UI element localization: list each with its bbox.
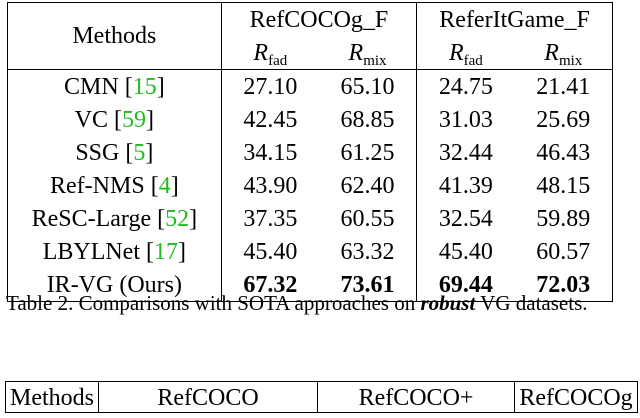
header-refcocog-f: RefCOCOg_F (220, 2, 418, 36)
score-cell: 60.57 (514, 235, 613, 268)
header-r-fad-2: Rfad (448, 39, 483, 69)
caption-emphasis: robust (420, 291, 476, 315)
score-cell: 73.61 (318, 268, 418, 302)
t3-header-refcocog: RefCOCOg (514, 381, 638, 413)
header-r-mix-1: Rmix (318, 36, 418, 70)
t3-header-refcoco: RefCOCO (98, 381, 318, 413)
score-cell: 34.15 (220, 136, 319, 169)
score-cell: 31.03 (438, 106, 493, 133)
header-referitgame-f: ReferItGame_F (416, 2, 613, 36)
score-cell: 32.44 (438, 139, 493, 166)
method-name: SSG [5] (7, 136, 222, 169)
method-name: ReSC-Large [52] (7, 202, 222, 235)
next-table-partial: Methods RefCOCO RefCOCO+ RefCOCOg (5, 381, 638, 413)
score-cell: 45.40 (438, 238, 493, 265)
score-cell: 24.75 (438, 73, 493, 100)
table-row: VC [59] 42.45 68.85 31.03 25.69 (7, 103, 613, 136)
score-cell: 48.15 (514, 169, 613, 202)
citation-link[interactable]: 59 (122, 106, 147, 133)
method-name: IR-VG (Ours) (7, 268, 222, 302)
table-caption: Table 2. Comparisons with SOTA approache… (6, 291, 588, 315)
score-cell: 72.03 (514, 268, 613, 302)
score-cell: 41.39 (438, 172, 493, 199)
method-name: CMN [15] (7, 69, 222, 103)
score-cell: 62.40 (318, 169, 418, 202)
score-cell: 65.10 (318, 69, 418, 103)
score-cell: 27.10 (220, 69, 319, 103)
citation-link[interactable]: 4 (158, 172, 171, 199)
score-cell: 67.32 (220, 268, 319, 302)
score-cell: 68.85 (318, 103, 418, 136)
table-row: Ref-NMS [4] 43.90 62.40 41.39 48.15 (7, 169, 613, 202)
score-cell: 21.41 (514, 69, 613, 103)
table-row: IR-VG (Ours) 67.32 73.61 69.44 72.03 (7, 268, 613, 302)
header-methods: Methods (7, 2, 222, 70)
comparison-table: Methods RefCOCOg_F ReferItGame_F Rfad Rm… (7, 2, 613, 302)
score-cell: 45.40 (220, 235, 319, 268)
citation-link[interactable]: 15 (132, 73, 157, 100)
citation-link[interactable]: 52 (165, 205, 190, 232)
score-cell: 63.32 (318, 235, 418, 268)
citation-link[interactable]: 5 (133, 139, 146, 166)
score-cell: 69.44 (438, 271, 493, 298)
score-cell: 61.25 (318, 136, 418, 169)
citation-link[interactable]: 17 (154, 238, 178, 265)
method-name: VC [59] (7, 103, 222, 136)
score-cell: 60.55 (318, 202, 418, 235)
score-cell: 59.89 (514, 202, 613, 235)
t3-header-methods: Methods (5, 381, 99, 413)
method-name: LBYLNet [17] (7, 235, 222, 268)
score-cell: 43.90 (220, 169, 319, 202)
t3-header-refcocoplus: RefCOCO+ (317, 381, 515, 413)
score-cell: 32.54 (438, 205, 493, 232)
table-row: LBYLNet [17] 45.40 63.32 45.40 60.57 (7, 235, 613, 268)
score-cell: 25.69 (514, 103, 613, 136)
header-r-mix-2: Rmix (514, 36, 613, 70)
score-cell: 46.43 (514, 136, 613, 169)
table-row: SSG [5] 34.15 61.25 32.44 46.43 (7, 136, 613, 169)
table-row: CMN [15] 27.10 65.10 24.75 21.41 (7, 69, 613, 103)
method-name: Ref-NMS [4] (7, 169, 222, 202)
header-r-fad-1: Rfad (220, 36, 319, 70)
score-cell: 37.35 (220, 202, 319, 235)
comparison-table-body: CMN [15] 27.10 65.10 24.75 21.41 VC [59] 42.45… (7, 69, 613, 302)
table-row: ReSC-Large [52] 37.35 60.55 32.54 59.89 (7, 202, 613, 235)
score-cell: 42.45 (220, 103, 319, 136)
